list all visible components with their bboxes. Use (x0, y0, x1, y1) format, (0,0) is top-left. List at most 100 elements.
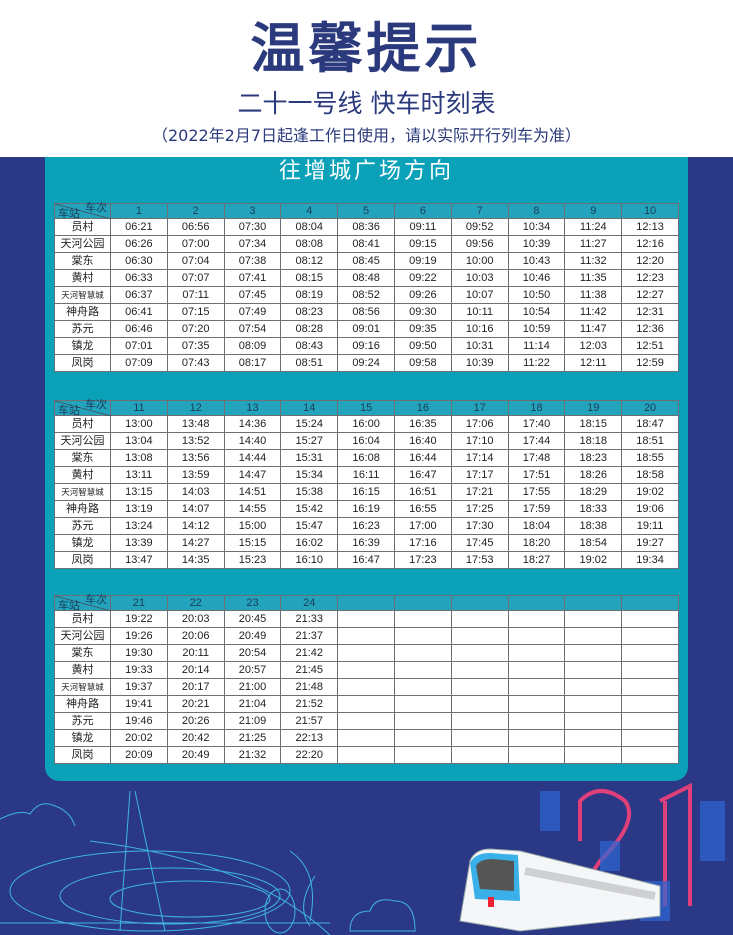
departure-time: 13:24 (110, 517, 168, 535)
station-name: 黄村 (54, 466, 111, 484)
train-number: 6 (393, 203, 452, 219)
train-number: 22 (166, 595, 225, 611)
departure-time: 18:29 (564, 483, 623, 501)
departure-time: 17:53 (450, 551, 509, 569)
departure-time (393, 746, 452, 764)
departure-time: 21:09 (223, 712, 282, 730)
departure-time: 17:45 (450, 534, 509, 552)
departure-time: 08:51 (280, 354, 339, 372)
departure-time (337, 610, 395, 628)
departure-time: 17:17 (450, 466, 509, 484)
departure-time: 19:27 (621, 534, 679, 552)
table-row: 黄村 06:33 07:07 07:41 08:15 08:48 09:22 10:03 10:… (54, 269, 679, 287)
departure-time (564, 610, 623, 628)
departure-time (393, 729, 452, 747)
departure-time: 13:52 (166, 432, 225, 450)
table-row: 天河公园 19:26 20:06 20:49 21:37 (54, 627, 679, 645)
departure-time (337, 712, 395, 730)
departure-time (507, 610, 566, 628)
departure-time: 18:26 (564, 466, 623, 484)
departure-time: 13:00 (110, 415, 168, 433)
departure-time: 12:27 (621, 286, 679, 304)
station-name: 棠东 (54, 252, 111, 270)
departure-time: 14:27 (166, 534, 225, 552)
departure-time: 08:08 (280, 235, 339, 253)
departure-time: 12:59 (621, 354, 679, 372)
departure-time: 21:48 (280, 678, 339, 696)
departure-time: 15:47 (280, 517, 339, 535)
page-title: 温馨提示 (250, 17, 483, 80)
train-number: 12 (166, 400, 225, 416)
table-row: 天河智慧城 06:37 07:11 07:45 08:19 08:52 09:26 10:07… (54, 286, 679, 304)
table-row: 苏元 19:46 20:26 21:09 21:57 (54, 712, 679, 730)
departure-time (621, 661, 679, 679)
departure-time: 19:11 (621, 517, 679, 535)
departure-time: 13:08 (110, 449, 168, 467)
departure-time: 15:42 (280, 500, 339, 518)
departure-time (337, 729, 395, 747)
departure-time: 08:43 (280, 337, 339, 355)
departure-time: 08:04 (280, 218, 339, 236)
metro-train-icon (459, 848, 661, 932)
train-label: 车次 (85, 399, 107, 411)
station-name: 凤岗 (54, 354, 111, 372)
departure-time (450, 644, 509, 662)
train-number: 7 (450, 203, 509, 219)
departure-time: 08:45 (337, 252, 395, 270)
departure-time: 19:46 (110, 712, 168, 730)
departure-time: 07:34 (223, 235, 282, 253)
departure-time: 10:31 (450, 337, 509, 355)
departure-time: 09:11 (393, 218, 452, 236)
departure-time: 16:19 (337, 500, 395, 518)
station-name: 员村 (54, 218, 111, 236)
table-row: 天河公园 06:26 07:00 07:34 08:08 08:41 09:15 09:56 1… (54, 235, 679, 253)
departure-time (337, 746, 395, 764)
station-label: 车站 (58, 208, 80, 220)
departure-time (393, 678, 452, 696)
departure-time: 08:36 (337, 218, 395, 236)
timetable-panel: 往增城广场方向 车次 车站 1 2 3 4 5 6 7 8 9 10 员村 06:21 06:56 07:30… (45, 157, 688, 781)
departure-time: 20:06 (166, 627, 225, 645)
departure-time: 14:12 (166, 517, 225, 535)
departure-time: 11:14 (507, 337, 566, 355)
table-row: 黄村 19:33 20:14 20:57 21:45 (54, 661, 679, 679)
table-row: 神舟路 13:19 14:07 14:55 15:42 16:19 16:55 17:25 17… (54, 500, 679, 518)
departure-time: 17:59 (507, 500, 566, 518)
departure-time: 20:17 (166, 678, 225, 696)
departure-time (621, 695, 679, 713)
departure-time: 10:07 (450, 286, 509, 304)
station-name: 员村 (54, 415, 111, 433)
departure-time (507, 661, 566, 679)
departure-time: 20:09 (110, 746, 168, 764)
departure-time: 10:43 (507, 252, 566, 270)
departure-time (507, 712, 566, 730)
header-row: 车次 车站 11 12 13 14 15 16 17 18 19 20 (54, 399, 679, 417)
departure-time (621, 678, 679, 696)
departure-time: 18:47 (621, 415, 679, 433)
station-label: 车站 (58, 405, 80, 417)
table-row: 棠东 06:30 07:04 07:38 08:12 08:45 09:19 10:00 10:… (54, 252, 679, 270)
station-name: 苏元 (54, 712, 111, 730)
departure-time: 11:32 (564, 252, 623, 270)
departure-time: 09:35 (393, 320, 452, 338)
departure-time: 09:19 (393, 252, 452, 270)
departure-time: 19:30 (110, 644, 168, 662)
departure-time: 20:21 (166, 695, 225, 713)
departure-time: 09:56 (450, 235, 509, 253)
departure-time (450, 678, 509, 696)
station-name: 苏元 (54, 320, 111, 338)
departure-time: 15:15 (223, 534, 282, 552)
departure-time: 10:03 (450, 269, 509, 287)
departure-time: 21:00 (223, 678, 282, 696)
departure-time (393, 712, 452, 730)
station-name: 镇龙 (54, 337, 111, 355)
departure-time: 10:50 (507, 286, 566, 304)
departure-time: 11:38 (564, 286, 623, 304)
departure-time: 19:41 (110, 695, 168, 713)
departure-time: 19:06 (621, 500, 679, 518)
station-name: 黄村 (54, 269, 111, 287)
departure-time: 07:35 (166, 337, 225, 355)
departure-time (450, 712, 509, 730)
departure-time: 09:22 (393, 269, 452, 287)
departure-time (393, 695, 452, 713)
